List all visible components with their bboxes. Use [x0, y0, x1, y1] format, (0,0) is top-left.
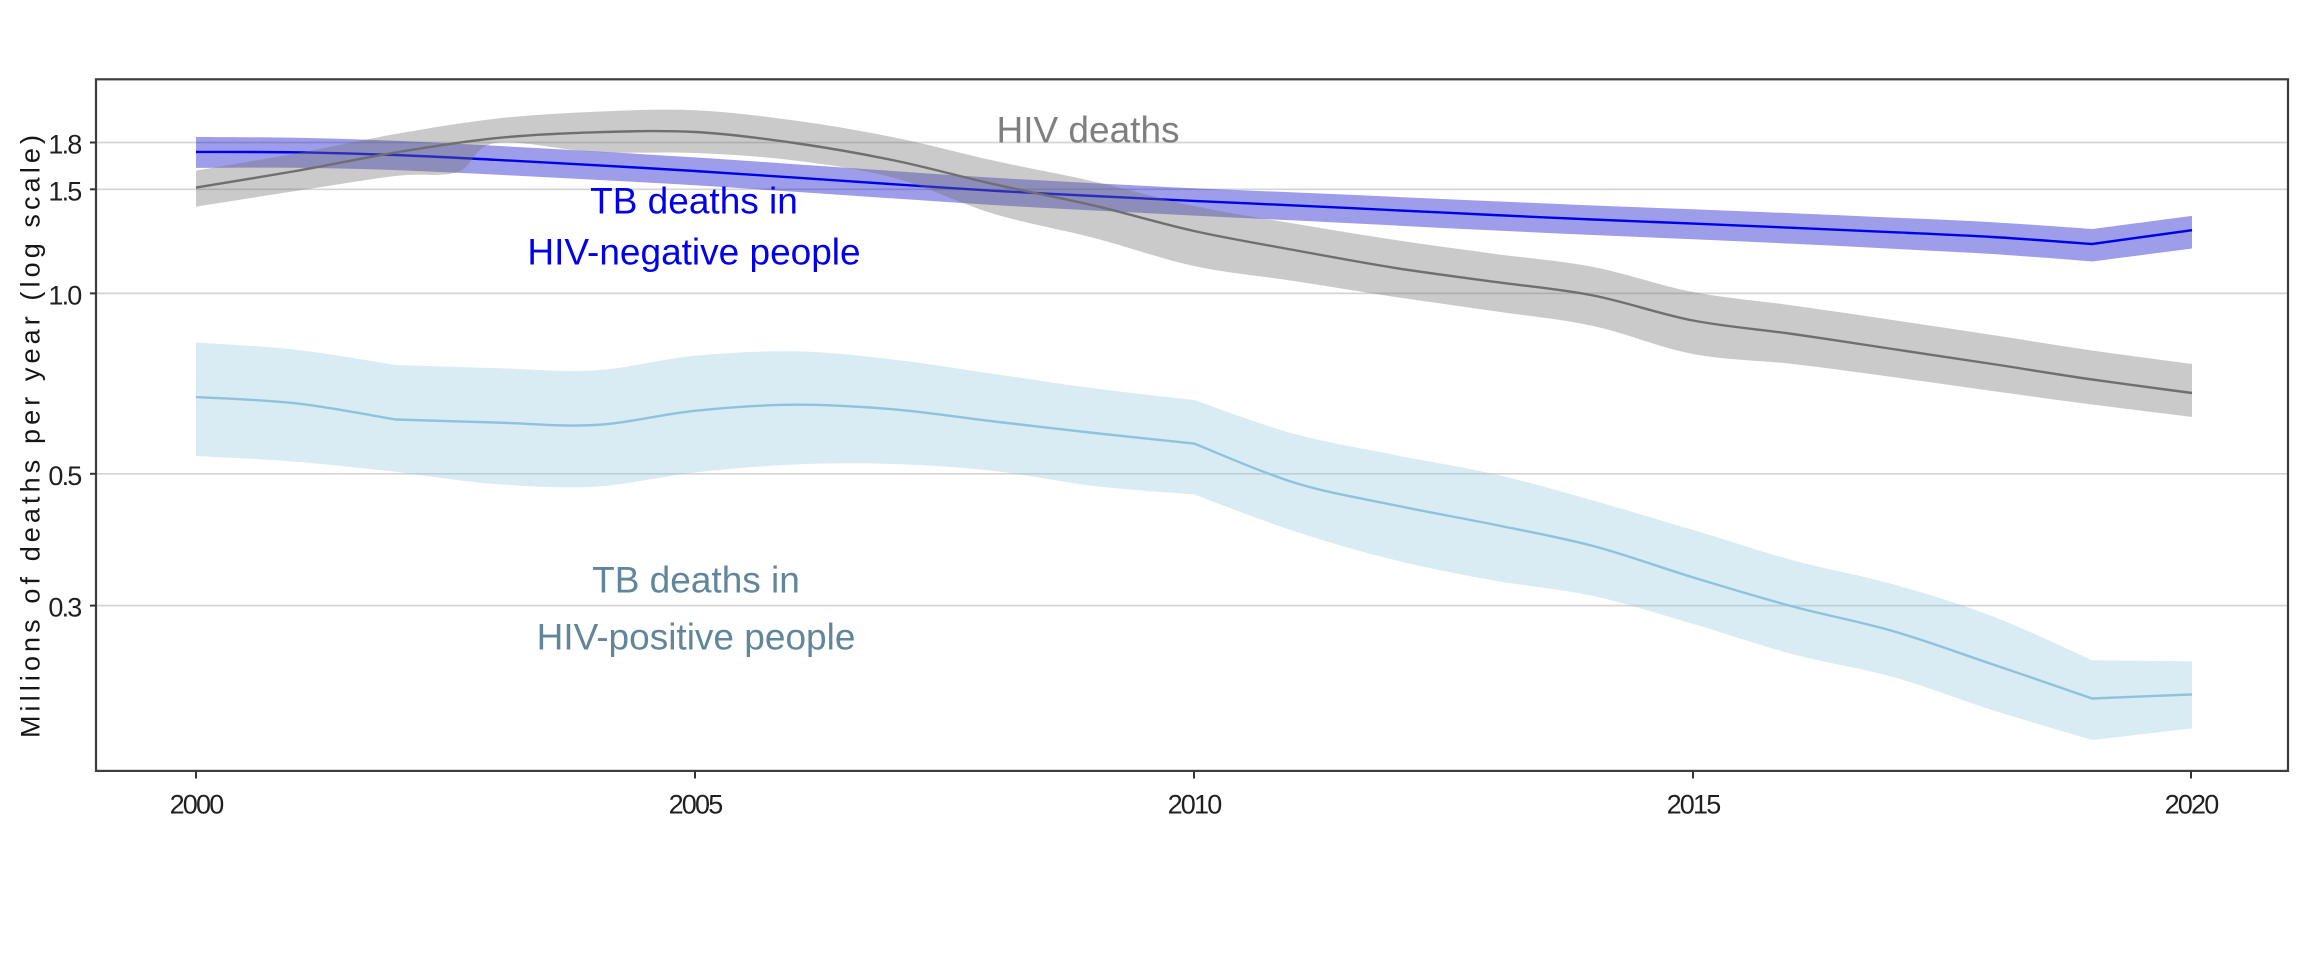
- svg-text:TB deaths in: TB deaths in: [592, 560, 800, 601]
- svg-text:2000: 2000: [170, 790, 224, 820]
- svg-text:HIV-negative people: HIV-negative people: [527, 232, 860, 273]
- svg-text:TB deaths in: TB deaths in: [590, 181, 798, 222]
- svg-text:2005: 2005: [669, 790, 723, 820]
- svg-text:1.8: 1.8: [48, 130, 81, 160]
- svg-text:2010: 2010: [1168, 790, 1222, 820]
- svg-text:1.0: 1.0: [48, 280, 81, 310]
- svg-text:HIV deaths: HIV deaths: [996, 110, 1179, 151]
- svg-text:1.5: 1.5: [48, 176, 81, 206]
- svg-text:2020: 2020: [2165, 790, 2219, 820]
- svg-text:HIV-positive people: HIV-positive people: [537, 617, 856, 658]
- svg-text:0.5: 0.5: [48, 461, 81, 491]
- svg-text:2015: 2015: [1667, 790, 1721, 820]
- svg-text:0.3: 0.3: [48, 593, 81, 623]
- svg-text:Millions of deaths per year (l: Millions of deaths per year (log scale): [16, 131, 46, 738]
